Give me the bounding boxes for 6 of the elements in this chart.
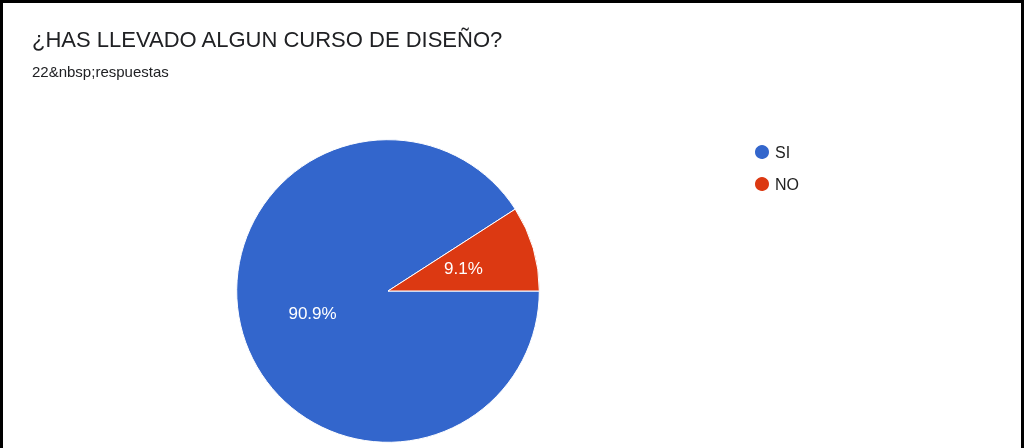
data-label: 90.9% <box>288 303 337 323</box>
chart-title: ¿HAS LLEVADO ALGUN CURSO DE DISEÑO? <box>32 26 503 52</box>
text: 22&nbsp;respuestas <box>32 63 169 80</box>
data-label: 9.1% <box>444 259 483 279</box>
legend-label: NO <box>775 175 799 193</box>
legend-label: SI <box>775 143 791 161</box>
